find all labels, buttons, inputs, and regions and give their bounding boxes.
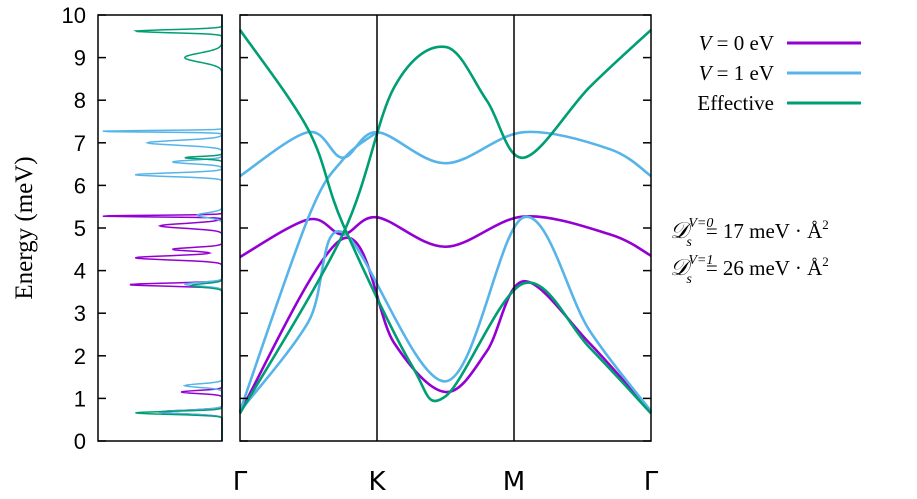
band-curve-2: [239, 130, 652, 178]
x-tick-label: M: [503, 467, 525, 497]
y-tick-label: 8: [74, 88, 86, 113]
legend-label-v1: V = 1 eV: [699, 61, 774, 85]
band-curve-6: [238, 28, 652, 414]
x-tick-label: Γ: [233, 467, 248, 497]
dos-curve-0: [102, 15, 223, 441]
annotations: 𝒟V=0 s = 17 meV · Å2 𝒟V=1 s = 26 meV · Å2: [670, 216, 829, 287]
y-tick-label: 5: [74, 216, 86, 241]
dos-lines: [102, 15, 223, 441]
dos-frame: [97, 14, 223, 442]
legend-label-effective: Effective: [697, 91, 774, 115]
y-tick-label: 3: [74, 301, 86, 326]
band-curve-4: [238, 215, 653, 412]
y-axis-label: Energy (meV): [11, 156, 38, 299]
stiffness-annotation-v0: 𝒟V=0 s = 17 meV · Å2: [670, 216, 829, 250]
band-y-ticks: [240, 14, 651, 442]
band-curve-3: [238, 131, 378, 412]
band-curve-1: [238, 236, 652, 413]
x-tick-label: K: [368, 467, 386, 497]
y-ticks: 0 1 2 3 4 5 6 7 8 9 10: [62, 3, 106, 454]
y-tick-label: 7: [74, 131, 86, 156]
y-tick-label: 9: [74, 46, 86, 71]
band-lines: [238, 28, 653, 415]
y-tick-label: 0: [74, 429, 86, 454]
stiffness-annotation-v1: 𝒟V=1 s = 26 meV · Å2: [670, 253, 829, 287]
x-tick-label: Γ: [644, 467, 659, 497]
legend: V = 0 eV V = 1 eV Effective: [697, 31, 861, 115]
band-curve-0: [239, 215, 652, 259]
dos-panel: 0 1 2 3 4 5 6 7 8 9 10: [62, 3, 223, 454]
y-tick-label: 6: [74, 173, 86, 198]
y-tick-label: 4: [74, 259, 86, 284]
dos-curve-1: [102, 15, 223, 441]
y-tick-label: 1: [74, 386, 86, 411]
y-tick-label: 10: [62, 3, 86, 28]
y-tick-label: 2: [74, 344, 86, 369]
legend-label-v0: V = 0 eV: [699, 31, 774, 55]
band-curve-5: [238, 29, 652, 415]
